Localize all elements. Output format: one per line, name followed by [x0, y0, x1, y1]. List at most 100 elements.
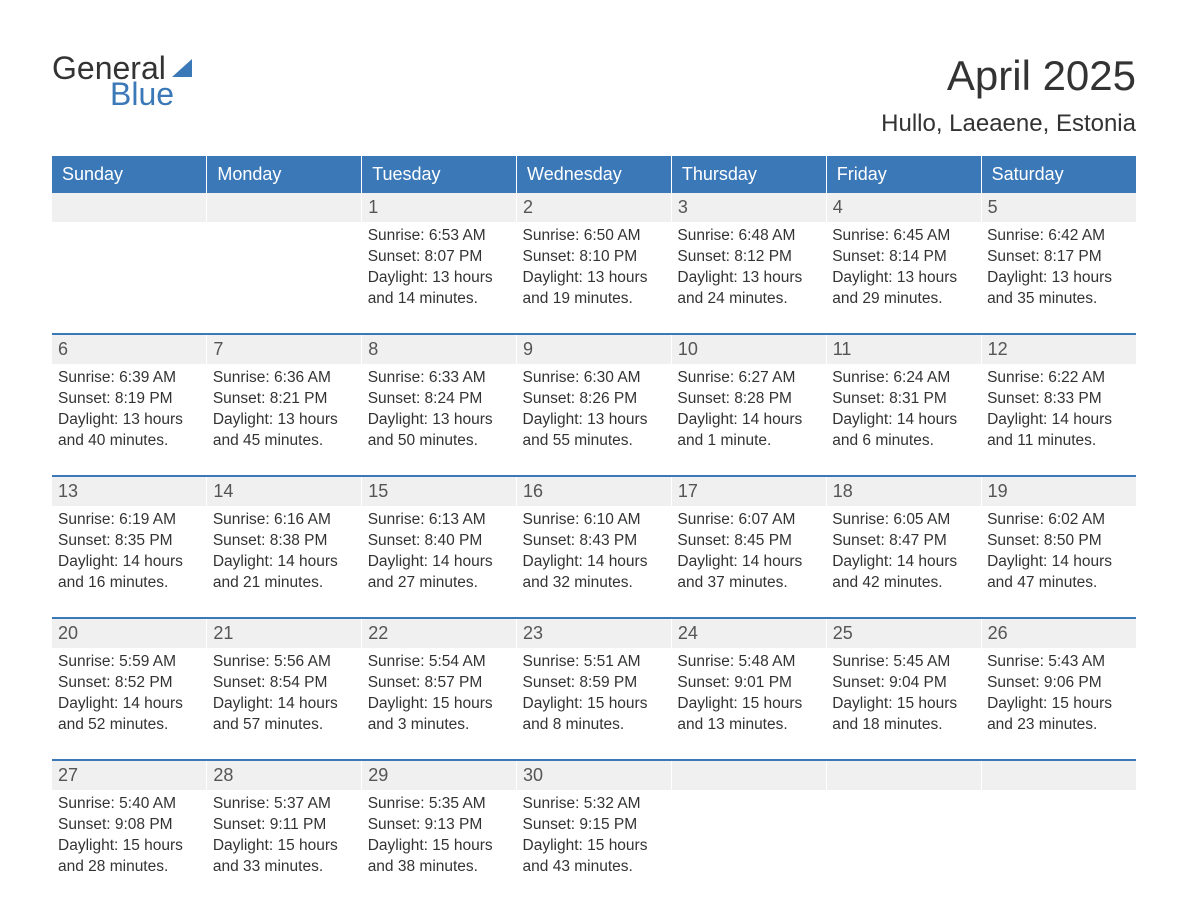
day-sunrise: Sunrise: 5:37 AM: [213, 794, 356, 815]
day-daylight1: Daylight: 14 hours: [677, 410, 820, 431]
day-daylight1: Daylight: 13 hours: [832, 268, 975, 289]
day-sunset: Sunset: 8:40 PM: [368, 531, 511, 552]
day-number-cell: 9: [517, 334, 672, 364]
day-daylight2: and 43 minutes.: [523, 857, 666, 878]
day-daylight2: and 24 minutes.: [677, 289, 820, 310]
day-daylight2: and 40 minutes.: [58, 431, 201, 452]
page-header: General Blue April 2025 Hullo, Laeaene, …: [52, 52, 1136, 138]
day-daylight1: Daylight: 14 hours: [832, 552, 975, 573]
day-sunrise: Sunrise: 5:40 AM: [58, 794, 201, 815]
day-sunset: Sunset: 9:01 PM: [677, 673, 820, 694]
day-sunrise: Sunrise: 5:56 AM: [213, 652, 356, 673]
day-content-cell: Sunrise: 5:54 AMSunset: 8:57 PMDaylight:…: [362, 648, 517, 760]
day-sunset: Sunset: 8:50 PM: [987, 531, 1130, 552]
day-content-cell: Sunrise: 6:30 AMSunset: 8:26 PMDaylight:…: [517, 364, 672, 476]
day-daylight1: Daylight: 15 hours: [523, 694, 666, 715]
day-number-cell: 3: [671, 193, 826, 222]
day-daylight1: Daylight: 15 hours: [368, 694, 511, 715]
day-daylight1: Daylight: 14 hours: [677, 552, 820, 573]
day-daylight2: and 42 minutes.: [832, 573, 975, 594]
day-number-cell: 28: [207, 760, 362, 790]
day-daylight2: and 27 minutes.: [368, 573, 511, 594]
day-sunset: Sunset: 8:33 PM: [987, 389, 1130, 410]
day-content-cell: Sunrise: 6:33 AMSunset: 8:24 PMDaylight:…: [362, 364, 517, 476]
day-content-cell: Sunrise: 5:32 AMSunset: 9:15 PMDaylight:…: [517, 790, 672, 902]
day-content-cell: Sunrise: 6:13 AMSunset: 8:40 PMDaylight:…: [362, 506, 517, 618]
day-daylight1: Daylight: 13 hours: [368, 268, 511, 289]
day-number-cell: 18: [826, 476, 981, 506]
day-daylight2: and 50 minutes.: [368, 431, 511, 452]
day-content-cell: [981, 790, 1136, 902]
day-content-cell: [671, 790, 826, 902]
day-sunset: Sunset: 8:31 PM: [832, 389, 975, 410]
day-daylight2: and 21 minutes.: [213, 573, 356, 594]
day-sunrise: Sunrise: 6:27 AM: [677, 368, 820, 389]
day-sunrise: Sunrise: 6:39 AM: [58, 368, 201, 389]
day-sunrise: Sunrise: 5:54 AM: [368, 652, 511, 673]
day-sunset: Sunset: 8:19 PM: [58, 389, 201, 410]
weekday-header: Wednesday: [517, 156, 672, 193]
content-row: Sunrise: 6:19 AMSunset: 8:35 PM Daylight:…: [52, 506, 1136, 618]
day-sunset: Sunset: 8:26 PM: [523, 389, 666, 410]
day-sunset: Sunset: 8:43 PM: [523, 531, 666, 552]
day-daylight2: and 28 minutes.: [58, 857, 201, 878]
weekday-header: Saturday: [981, 156, 1136, 193]
day-sunset: Sunset: 8:35 PM: [58, 531, 201, 552]
day-number-cell: 12: [981, 334, 1136, 364]
day-content-cell: Sunrise: 6:27 AMSunset: 8:28 PMDaylight:…: [671, 364, 826, 476]
day-number-cell: 8: [362, 334, 517, 364]
day-daylight2: and 45 minutes.: [213, 431, 356, 452]
day-number-cell: 17: [671, 476, 826, 506]
day-content-cell: Sunrise: 6:42 AMSunset: 8:17 PMDaylight:…: [981, 222, 1136, 334]
day-number-cell: 24: [671, 618, 826, 648]
day-content-cell: Sunrise: 6:02 AMSunset: 8:50 PMDaylight:…: [981, 506, 1136, 618]
daynum-row: 13141516171819: [52, 476, 1136, 506]
day-number-cell: [826, 760, 981, 790]
day-daylight2: and 19 minutes.: [523, 289, 666, 310]
day-sunrise: Sunrise: 6:50 AM: [523, 226, 666, 247]
day-number-cell: 7: [207, 334, 362, 364]
day-daylight2: and 6 minutes.: [832, 431, 975, 452]
day-number-cell: [207, 193, 362, 222]
day-number-cell: 21: [207, 618, 362, 648]
day-sunrise: Sunrise: 6:36 AM: [213, 368, 356, 389]
day-content-cell: Sunrise: 6:24 AMSunset: 8:31 PMDaylight:…: [826, 364, 981, 476]
day-daylight1: Daylight: 15 hours: [523, 836, 666, 857]
day-content-cell: Sunrise: 6:22 AMSunset: 8:33 PMDaylight:…: [981, 364, 1136, 476]
day-number-cell: 6: [52, 334, 207, 364]
calendar-body: 12345Sunrise: 6:53 AMSunset: 8:07 PMDayl…: [52, 193, 1136, 902]
day-sunrise: Sunrise: 6:22 AM: [987, 368, 1130, 389]
day-daylight2: and 33 minutes.: [213, 857, 356, 878]
day-content-cell: Sunrise: 6:19 AMSunset: 8:35 PMDaylight:…: [52, 506, 207, 618]
day-number-cell: 10: [671, 334, 826, 364]
day-daylight1: Daylight: 15 hours: [832, 694, 975, 715]
day-daylight2: and 14 minutes.: [368, 289, 511, 310]
day-number-cell: 5: [981, 193, 1136, 222]
day-daylight2: and 13 minutes.: [677, 715, 820, 736]
day-number-cell: 15: [362, 476, 517, 506]
day-daylight1: Daylight: 15 hours: [987, 694, 1130, 715]
day-content-cell: Sunrise: 5:51 AMSunset: 8:59 PMDaylight:…: [517, 648, 672, 760]
day-number-cell: 13: [52, 476, 207, 506]
day-content-cell: Sunrise: 6:50 AMSunset: 8:10 PMDaylight:…: [517, 222, 672, 334]
day-sunrise: Sunrise: 6:19 AM: [58, 510, 201, 531]
day-daylight2: and 23 minutes.: [987, 715, 1130, 736]
day-number-cell: 27: [52, 760, 207, 790]
title-block: April 2025 Hullo, Laeaene, Estonia: [881, 52, 1136, 138]
day-sunset: Sunset: 8:10 PM: [523, 247, 666, 268]
day-daylight1: Daylight: 14 hours: [523, 552, 666, 573]
day-number-cell: 29: [362, 760, 517, 790]
day-content-cell: Sunrise: 6:16 AMSunset: 8:38 PMDaylight:…: [207, 506, 362, 618]
weekday-header: Monday: [207, 156, 362, 193]
day-daylight1: Daylight: 14 hours: [58, 694, 201, 715]
day-content-cell: Sunrise: 6:45 AMSunset: 8:14 PMDaylight:…: [826, 222, 981, 334]
day-daylight2: and 3 minutes.: [368, 715, 511, 736]
weekday-header: Thursday: [671, 156, 826, 193]
day-sunset: Sunset: 8:07 PM: [368, 247, 511, 268]
day-sunrise: Sunrise: 5:51 AM: [523, 652, 666, 673]
month-title: April 2025: [881, 52, 1136, 100]
day-daylight2: and 32 minutes.: [523, 573, 666, 594]
day-content-cell: Sunrise: 5:35 AMSunset: 9:13 PMDaylight:…: [362, 790, 517, 902]
day-sunset: Sunset: 8:45 PM: [677, 531, 820, 552]
day-sunset: Sunset: 9:04 PM: [832, 673, 975, 694]
